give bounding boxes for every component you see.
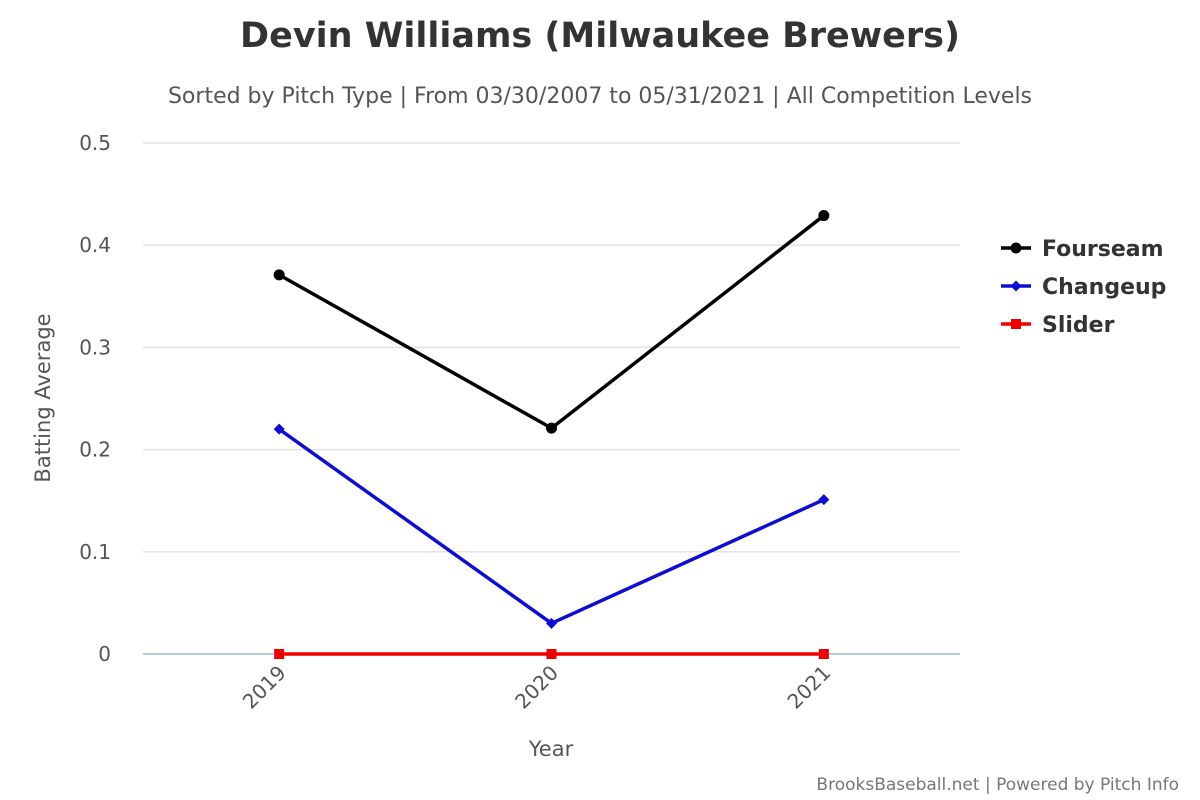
series-line: [277, 213, 826, 430]
x-tick-label: 2021: [782, 661, 835, 714]
data-point[interactable]: [546, 422, 557, 434]
legend-label: Changeup: [1042, 275, 1166, 300]
x-tick-label: 2019: [238, 661, 291, 714]
series: [273, 210, 830, 659]
legend-item-fourseam[interactable]: Fourseam: [1001, 237, 1164, 262]
y-tick-label: 0.3: [79, 335, 111, 359]
data-point[interactable]: [546, 617, 557, 629]
series-changeup: [273, 423, 830, 629]
y-tick-label: 0.2: [79, 438, 111, 462]
x-axis-title: Year: [528, 737, 574, 761]
x-tick-label: 2020: [510, 661, 563, 714]
chart-subtitle: Sorted by Pitch Type | From 03/30/2007 t…: [168, 84, 1032, 109]
chart-title: Devin Williams (Milwaukee Brewers): [240, 16, 960, 56]
x-axis-ticks: 2019 2020 2021: [238, 661, 836, 714]
series-fourseam: [273, 210, 830, 434]
legend-label: Fourseam: [1042, 237, 1164, 262]
y-tick-label: 0: [98, 642, 111, 666]
data-point[interactable]: [273, 269, 285, 281]
data-point[interactable]: [546, 649, 557, 659]
y-tick-label: 0.1: [79, 540, 111, 564]
y-tick-label: 0.4: [79, 233, 111, 257]
y-axis-title: Batting Average: [31, 313, 55, 482]
legend-item-slider[interactable]: Slider: [1001, 313, 1115, 338]
data-point[interactable]: [273, 423, 285, 435]
series-slider: [274, 649, 829, 659]
legend-label: Slider: [1042, 313, 1115, 338]
grid-lines: [143, 142, 960, 655]
legend-marker[interactable]: [1010, 280, 1022, 292]
legend-marker[interactable]: [1011, 319, 1021, 329]
credits[interactable]: BrooksBaseball.net | Powered by Pitch In…: [816, 775, 1179, 795]
data-point[interactable]: [818, 494, 830, 506]
legend-marker[interactable]: [1010, 242, 1022, 254]
series-line: [277, 427, 826, 626]
y-axis-ticks: 0 0.1 0.2 0.3 0.4 0.5: [79, 131, 111, 666]
y-tick-label: 0.5: [79, 131, 111, 155]
data-point[interactable]: [818, 649, 829, 659]
data-point[interactable]: [818, 210, 830, 222]
legend[interactable]: Fourseam Changeup Slider: [1001, 237, 1166, 338]
data-point[interactable]: [274, 649, 285, 659]
legend-item-changeup[interactable]: Changeup: [1001, 275, 1166, 300]
